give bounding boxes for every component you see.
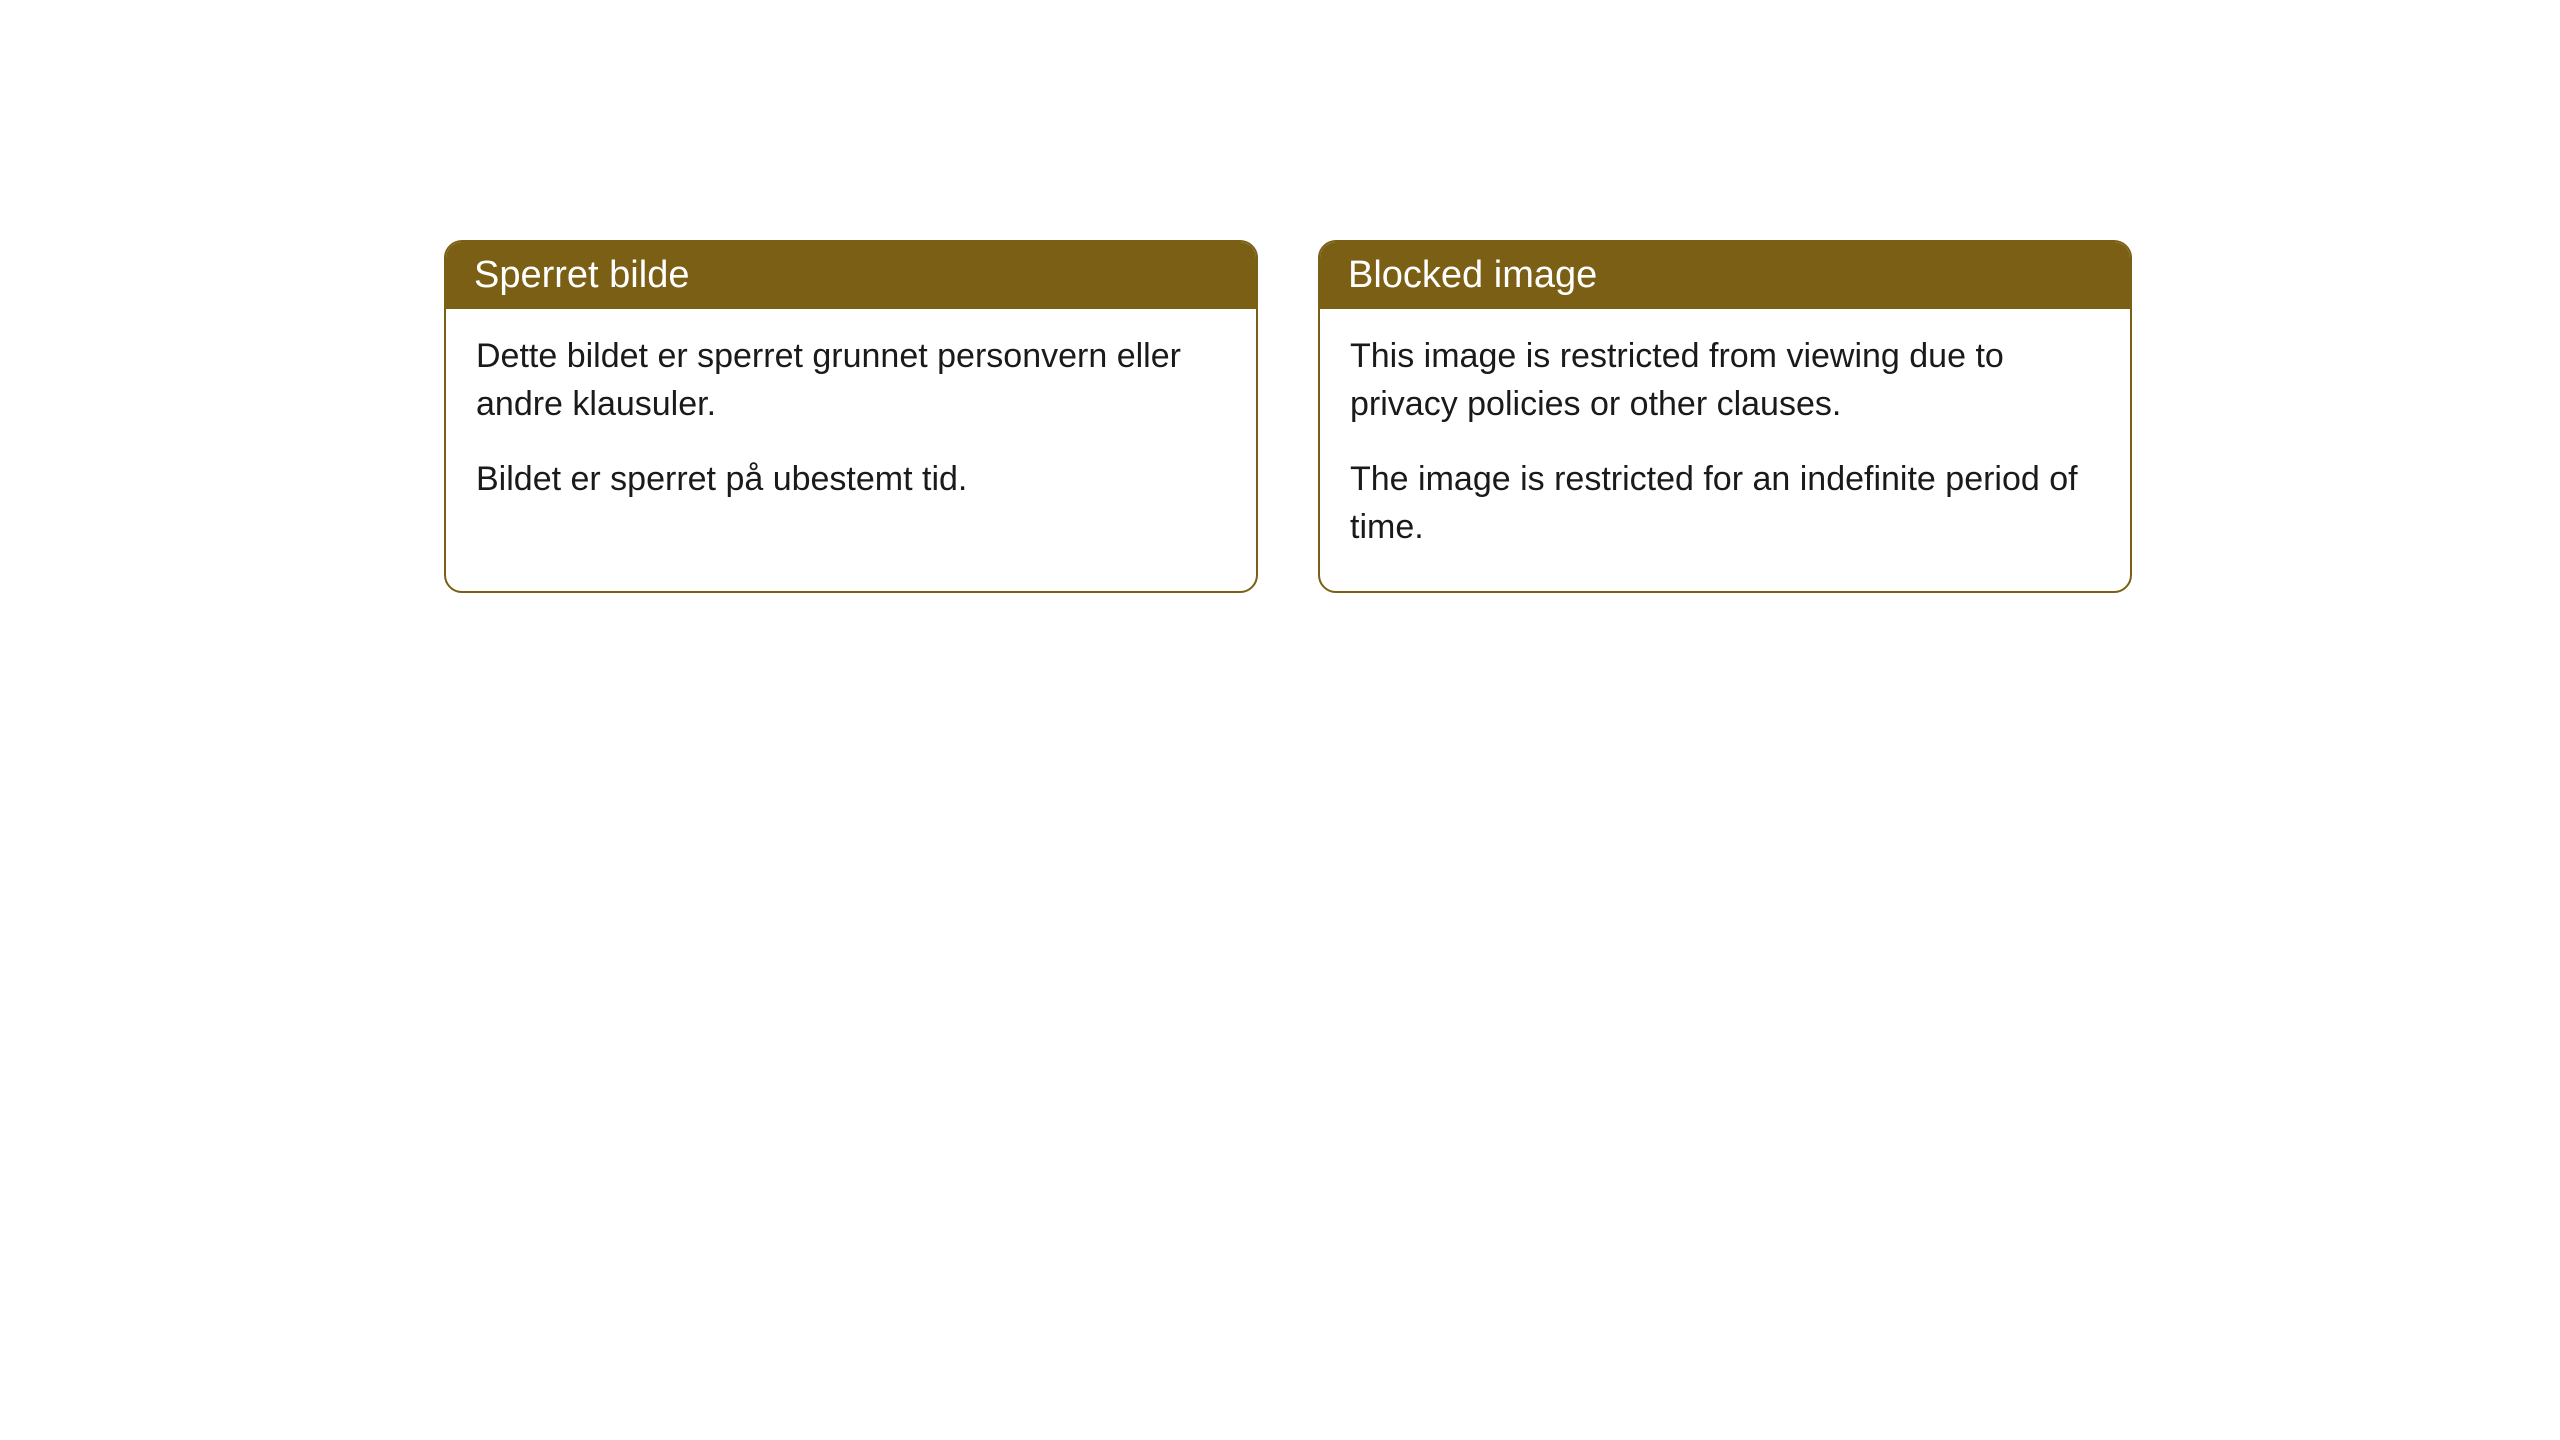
notice-card-norwegian: Sperret bilde Dette bildet er sperret gr… [444,240,1258,593]
notice-card-header: Sperret bilde [446,242,1256,309]
notice-card-title: Blocked image [1348,254,1597,296]
notice-card-title: Sperret bilde [474,254,689,296]
notice-paragraph: The image is restricted for an indefinit… [1350,456,2100,551]
notice-card-body: Dette bildet er sperret grunnet personve… [446,309,1256,544]
notice-paragraph: Bildet er sperret på ubestemt tid. [476,456,1226,504]
notice-cards-container: Sperret bilde Dette bildet er sperret gr… [444,240,2132,593]
notice-paragraph: This image is restricted from viewing du… [1350,333,2100,428]
notice-card-header: Blocked image [1320,242,2130,309]
notice-paragraph: Dette bildet er sperret grunnet personve… [476,333,1226,428]
notice-card-english: Blocked image This image is restricted f… [1318,240,2132,593]
notice-card-body: This image is restricted from viewing du… [1320,309,2130,591]
